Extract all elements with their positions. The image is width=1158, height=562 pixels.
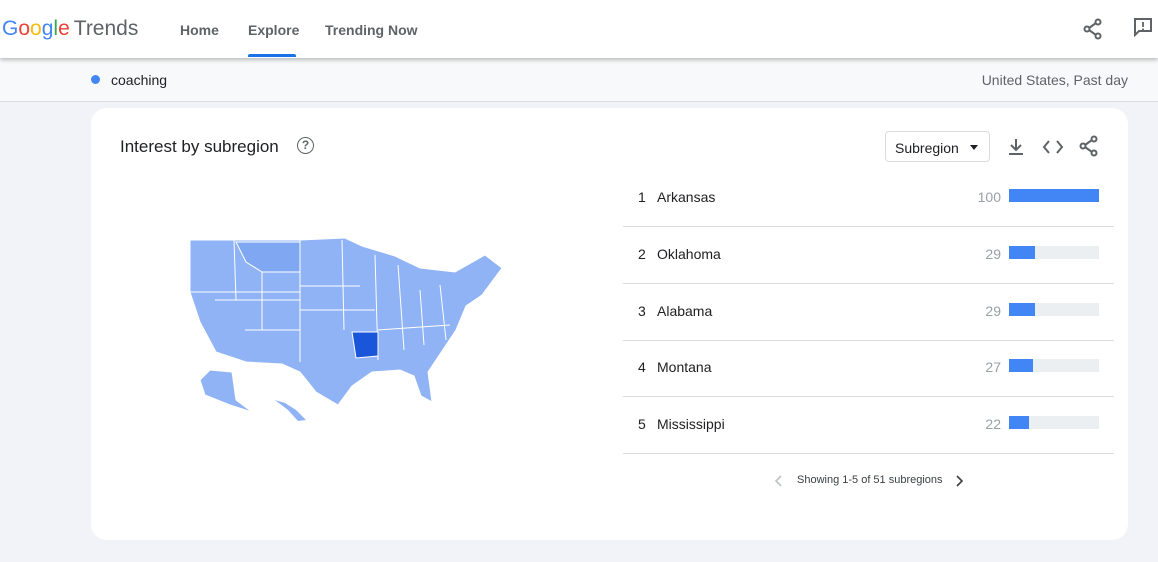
search-term[interactable]: coaching — [111, 72, 168, 88]
list-row[interactable]: 3 Alabama 29 — [623, 283, 1114, 341]
list-row[interactable]: 4 Montana 27 — [623, 339, 1114, 398]
logo[interactable]: Google Trends — [2, 17, 138, 41]
region-name: Montana — [657, 359, 712, 376]
dropdown-label: Subregion — [895, 140, 959, 156]
download-button[interactable] — [1006, 137, 1026, 157]
term-color-dot — [91, 75, 100, 84]
map[interactable] — [180, 230, 520, 430]
rank: 5 — [638, 416, 646, 433]
bar — [1009, 245, 1036, 259]
list-row[interactable]: 5 Mississippi 22 — [623, 396, 1114, 455]
bar-track — [1009, 245, 1099, 259]
search-bar — [0, 58, 1158, 102]
feedback-button[interactable] — [1133, 17, 1153, 37]
active-indicator — [248, 54, 296, 57]
bar — [1009, 416, 1029, 430]
nav-item[interactable]: Home — [180, 22, 219, 38]
panel-title: Interest by subregion — [120, 137, 279, 156]
bar — [1009, 302, 1036, 316]
region-name: Oklahoma — [657, 245, 721, 262]
nav-item[interactable]: Explore — [248, 22, 300, 38]
bar-track — [1009, 359, 1099, 373]
bar — [1009, 189, 1099, 202]
prev-page[interactable] — [773, 474, 785, 488]
bar — [1009, 359, 1034, 373]
rank: 1 — [638, 189, 646, 205]
region-name: Mississippi — [657, 416, 725, 433]
rank: 4 — [638, 359, 646, 376]
bar-track — [1009, 189, 1099, 202]
value-label: 29 — [985, 245, 1001, 262]
value-label: 100 — [977, 189, 1001, 205]
share-button[interactable] — [1082, 18, 1104, 40]
value-label: 27 — [985, 359, 1001, 376]
bar-track — [1009, 302, 1099, 316]
header: Google Trends Home Explore Trending Now — [0, 0, 1158, 58]
list-row[interactable]: 2 Oklahoma 29 — [623, 226, 1114, 284]
value-label: 22 — [985, 416, 1001, 433]
dropdown[interactable]: Subregion — [885, 131, 990, 162]
rank: 3 — [638, 302, 646, 319]
logo-brand: Google — [2, 17, 70, 40]
region-name: Arkansas — [657, 189, 716, 205]
region-name: Alabama — [657, 302, 713, 319]
help-icon[interactable]: ? — [297, 137, 314, 154]
nav-item[interactable]: Trending Now — [325, 22, 418, 38]
next-page[interactable] — [953, 474, 965, 488]
share-panel-button[interactable] — [1078, 135, 1100, 157]
pagination-label: Showing 1-5 of 51 subregions — [797, 474, 943, 486]
rank: 2 — [638, 245, 646, 262]
search-scope[interactable]: United States, Past day — [981, 72, 1128, 88]
value-label: 29 — [985, 302, 1001, 319]
embed-button[interactable] — [1042, 137, 1064, 157]
list-row[interactable]: 1 Arkansas 100 — [623, 169, 1114, 227]
logo-product: Trends — [73, 17, 139, 40]
bar-track — [1009, 416, 1099, 430]
